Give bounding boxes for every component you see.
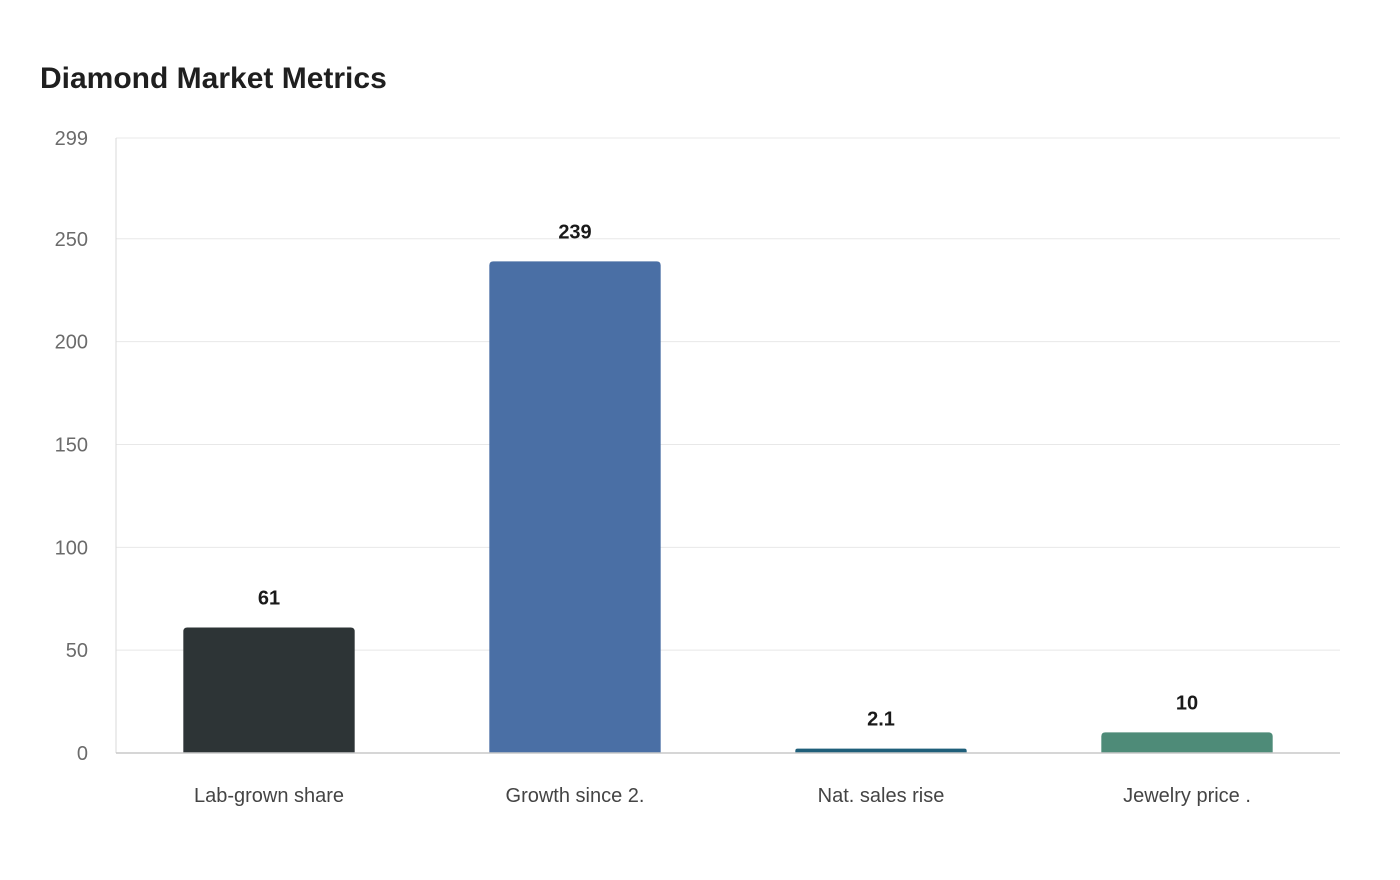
value-labels: 61 239 2.1 10 (258, 221, 1198, 730)
category-label: Growth since 2. (506, 785, 645, 807)
bars (183, 261, 1273, 753)
y-tick-label: 250 (55, 229, 88, 251)
y-tick-label: 299 (55, 128, 88, 150)
y-axis-ticks: 0 50 100 150 200 250 299 (55, 128, 88, 765)
y-tick-label: 150 (55, 434, 88, 456)
y-tick-label: 50 (66, 640, 88, 662)
y-tick-label: 200 (55, 332, 88, 354)
value-label: 10 (1176, 692, 1198, 714)
y-tick-label: 0 (77, 743, 88, 765)
category-label: Lab-grown share (194, 785, 344, 807)
bar (489, 261, 661, 753)
bar (183, 627, 355, 753)
value-label: 2.1 (867, 709, 895, 731)
category-label: Jewelry price . (1123, 785, 1251, 807)
bar (1101, 732, 1273, 753)
bar (795, 748, 967, 753)
value-label: 61 (258, 588, 280, 610)
category-label: Nat. sales rise (818, 785, 945, 807)
gridlines (116, 137, 1340, 651)
value-label: 239 (558, 221, 591, 243)
chart-title: Diamond Market Metrics (40, 62, 387, 95)
category-labels: Lab-grown share Growth since 2. Nat. sales… (194, 785, 1251, 807)
y-tick-label: 100 (55, 537, 88, 559)
